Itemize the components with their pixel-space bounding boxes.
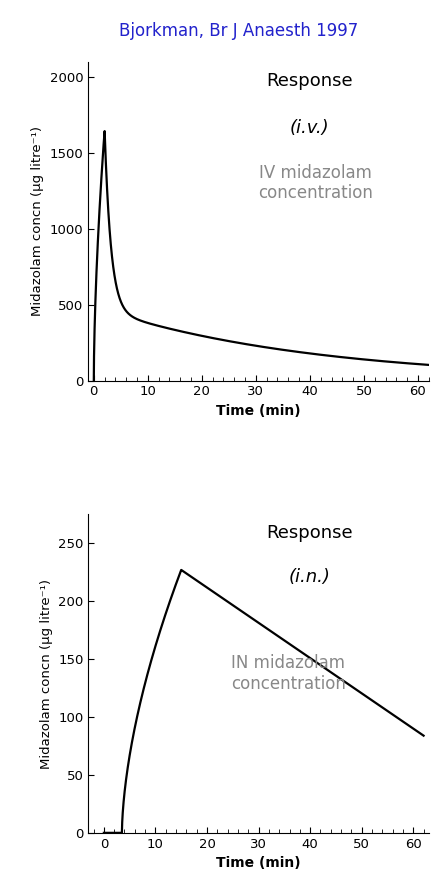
Text: Response: Response <box>267 72 353 89</box>
X-axis label: Time (min): Time (min) <box>216 404 301 418</box>
Text: IV midazolam
concentration: IV midazolam concentration <box>259 164 373 203</box>
X-axis label: Time (min): Time (min) <box>216 856 301 870</box>
Y-axis label: Midazolam concn (μg litre⁻¹): Midazolam concn (μg litre⁻¹) <box>31 127 44 316</box>
Text: (i.n.): (i.n.) <box>289 569 331 587</box>
Text: IN midazolam
concentration: IN midazolam concentration <box>231 654 346 693</box>
Y-axis label: Midazolam concn (μg litre⁻¹): Midazolam concn (μg litre⁻¹) <box>40 579 53 768</box>
Text: Response: Response <box>267 524 353 542</box>
Text: (i.v.): (i.v.) <box>290 120 329 137</box>
Text: Bjorkman, Br J Anaesth 1997: Bjorkman, Br J Anaesth 1997 <box>119 22 358 40</box>
